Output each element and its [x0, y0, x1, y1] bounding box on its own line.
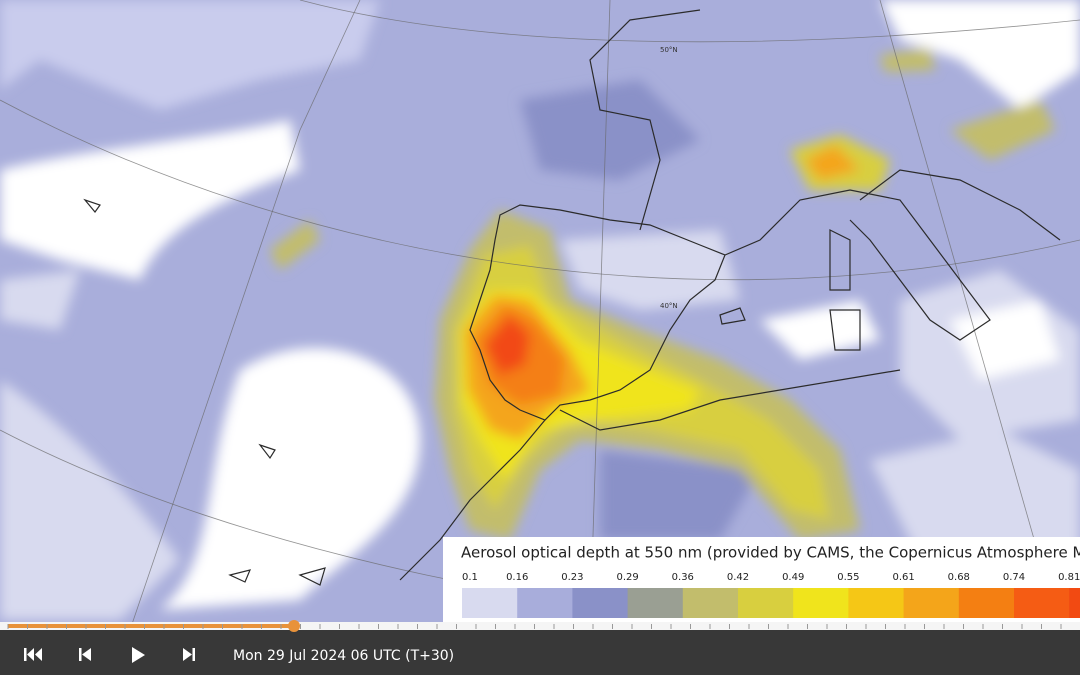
- legend-tick-label: 0.36: [672, 572, 694, 583]
- color-bin: [627, 588, 684, 618]
- time-label: Mon 29 Jul 2024 06 UTC (T+30): [233, 648, 454, 664]
- first-button[interactable]: [20, 645, 46, 665]
- color-bin: [682, 588, 739, 618]
- coastlines: [83, 9, 1061, 586]
- play-button[interactable]: [128, 645, 150, 665]
- color-bin: [1069, 588, 1080, 618]
- timeline-progress: [8, 624, 294, 628]
- legend: Aerosol optical depth at 550 nm (provide…: [443, 537, 1080, 622]
- legend-tick-label: 0.42: [727, 572, 749, 583]
- graticule: [0, 0, 1080, 631]
- color-bin: [848, 588, 905, 618]
- color-bin: [958, 588, 1015, 618]
- timeline-track: [0, 622, 1080, 630]
- latitude-label: 50°N: [660, 46, 678, 54]
- color-bin: [903, 588, 960, 618]
- legend-tick-label: 0.49: [782, 572, 804, 583]
- previous-button[interactable]: [74, 645, 96, 665]
- legend-title: Aerosol optical depth at 550 nm (provide…: [461, 544, 1080, 562]
- latitude-label: 40°N: [660, 302, 678, 310]
- color-bin: [462, 588, 518, 618]
- legend-tick-label: 0.55: [837, 572, 859, 583]
- legend-tick-label: 0.1: [462, 572, 478, 583]
- color-bin: [793, 588, 849, 618]
- legend-tick-label: 0.81: [1058, 572, 1080, 583]
- legend-tick-label: 0.16: [506, 572, 528, 583]
- legend-tick-label: 0.68: [948, 572, 970, 583]
- control-bar: [0, 630, 1080, 675]
- map[interactable]: 50°N 40°N: [0, 0, 1080, 631]
- next-button[interactable]: [178, 645, 200, 665]
- color-bin: [738, 588, 794, 618]
- color-bin: [572, 588, 629, 618]
- color-bin: [517, 588, 573, 618]
- legend-tick-label: 0.23: [561, 572, 583, 583]
- aerosol-field: [0, 0, 1080, 620]
- legend-tick-label: 0.74: [1003, 572, 1025, 583]
- legend-tick-label: 0.29: [616, 572, 638, 583]
- timeline-handle[interactable]: [288, 620, 300, 632]
- color-bin: [1014, 588, 1070, 618]
- player: Mon 29 Jul 2024 06 UTC (T+30): [0, 620, 1080, 675]
- legend-tick-label: 0.61: [892, 572, 914, 583]
